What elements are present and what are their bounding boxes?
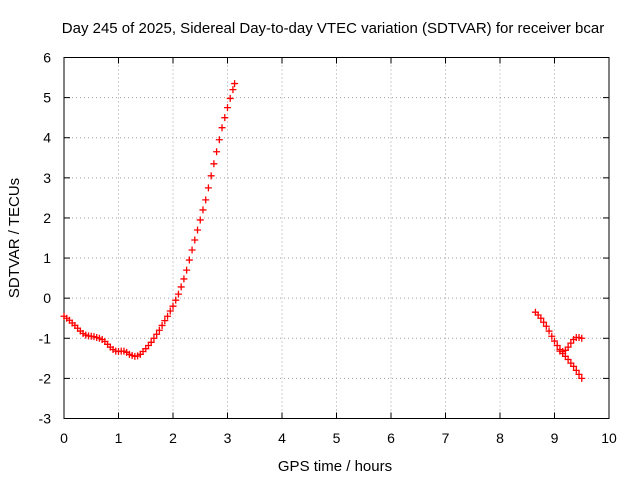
- x-tick-label: 3: [224, 430, 232, 446]
- data-point: [224, 104, 231, 112]
- data-point: [553, 341, 561, 349]
- data-point: [221, 114, 229, 122]
- data-point: [578, 374, 586, 382]
- x-tick-label: 2: [169, 430, 177, 446]
- data-point: [204, 184, 212, 192]
- data-point: [183, 266, 191, 274]
- data-point: [158, 321, 166, 329]
- data-point: [188, 246, 196, 254]
- y-tick-label: 1: [43, 250, 51, 266]
- data-point: [174, 290, 182, 298]
- data-point: [226, 94, 234, 102]
- data-point: [210, 160, 218, 168]
- x-tick-label: 6: [387, 430, 395, 446]
- data-point: [567, 339, 575, 347]
- data-point: [194, 226, 202, 234]
- data-point: [172, 296, 180, 304]
- x-tick-label: 1: [115, 430, 123, 446]
- data-point: [537, 314, 545, 322]
- y-tick-label: 6: [43, 50, 51, 66]
- data-points: [60, 80, 586, 382]
- x-tick-label: 4: [278, 430, 286, 446]
- data-point: [169, 302, 177, 310]
- x-tick-label: 5: [333, 430, 341, 446]
- data-point: [166, 307, 174, 315]
- y-tick-label: 0: [43, 290, 51, 306]
- data-point: [215, 136, 223, 144]
- data-point: [572, 366, 580, 374]
- x-tick-labels: 0 1 2 3 4 5 6 7 8 9 10: [60, 430, 617, 446]
- data-point: [147, 338, 155, 346]
- data-point: [153, 330, 161, 338]
- data-point: [202, 196, 210, 204]
- data-point: [213, 148, 221, 156]
- data-point: [218, 124, 226, 132]
- data-point: [191, 236, 199, 244]
- y-tick-label: -2: [39, 370, 52, 386]
- data-point: [155, 326, 163, 334]
- x-tick-label: 8: [496, 430, 504, 446]
- data-point: [199, 206, 207, 214]
- y-tick-label: 3: [43, 170, 51, 186]
- data-point: [180, 275, 188, 283]
- y-tick-label: 5: [43, 90, 51, 106]
- data-point: [575, 370, 583, 378]
- data-point: [150, 334, 158, 342]
- y-tick-label: 4: [43, 130, 51, 146]
- x-axis-label: GPS time / hours: [278, 458, 392, 475]
- y-tick-label: -1: [39, 330, 52, 346]
- data-point: [161, 317, 169, 325]
- grid: [64, 57, 609, 419]
- data-point: [564, 356, 572, 364]
- data-point: [551, 337, 558, 345]
- x-tick-label: 9: [551, 430, 559, 446]
- data-point: [196, 216, 204, 224]
- y-tick-labels: -3 -2 -1 0 1 2 3 4 5 6: [39, 50, 52, 427]
- data-point: [578, 334, 586, 342]
- y-tick-label: -3: [39, 411, 52, 427]
- x-tick-label: 0: [60, 430, 68, 446]
- data-point: [545, 327, 553, 335]
- data-point: [229, 86, 237, 94]
- data-point: [570, 362, 578, 370]
- data-point: [207, 172, 215, 180]
- data-point: [540, 318, 548, 326]
- y-tick-label: 2: [43, 210, 51, 226]
- data-point: [548, 332, 556, 340]
- y-axis-label: SDTVAR / TECUs: [6, 178, 23, 298]
- data-point: [164, 312, 172, 320]
- x-tick-label: 10: [601, 430, 617, 446]
- data-point: [177, 283, 185, 291]
- data-point: [542, 322, 550, 330]
- axis-ticks: [63, 57, 610, 419]
- chart-title: Day 245 of 2025, Sidereal Day-to-day VTE…: [62, 20, 604, 37]
- x-tick-label: 7: [442, 430, 450, 446]
- data-point: [185, 256, 193, 264]
- data-point: [231, 80, 239, 88]
- data-point: [564, 343, 572, 351]
